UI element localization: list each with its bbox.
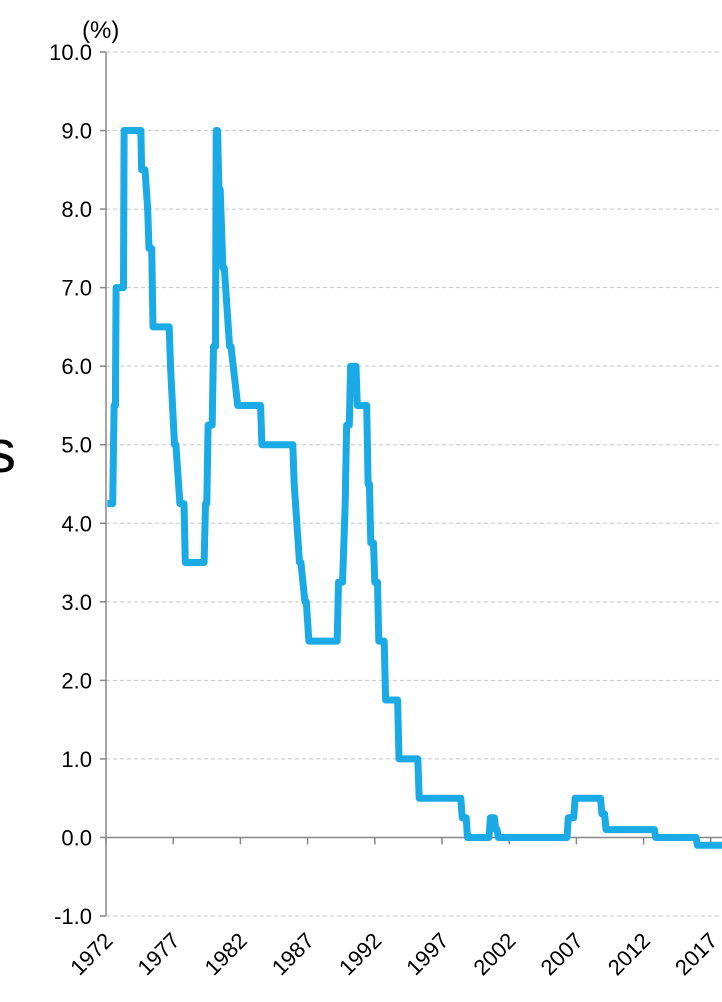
y-tick-label: 1.0	[61, 747, 92, 772]
axes	[100, 51, 722, 917]
x-tick-label: 2007	[536, 928, 588, 980]
y-tick-label: 2.0	[61, 668, 92, 693]
y-unit-label: (%)	[82, 17, 119, 44]
labels: -1.0 0.0 1.0 2.0 3.0 4.0 5.0 6.0 7.0 8.0 9.0 10.0 19…	[49, 40, 722, 980]
y-tick-label: 9.0	[61, 119, 92, 144]
y-tick-label: 7.0	[61, 276, 92, 301]
gridlines	[106, 51, 722, 917]
x-tick-label: 2012	[603, 928, 655, 980]
series-line-0	[107, 127, 722, 849]
y-tick-label: -1.0	[54, 904, 92, 929]
y-tick-label: 5.0	[61, 433, 92, 458]
y-tick-label: 4.0	[61, 511, 92, 536]
y-tick-label: 10.0	[49, 40, 92, 65]
x-tick-label: 1977	[132, 928, 184, 980]
y-tick-label: 0.0	[61, 825, 92, 850]
x-tick-label: 1992	[334, 928, 386, 980]
y-tick-label: 3.0	[61, 590, 92, 615]
x-tick-label: 2002	[468, 928, 520, 980]
y-tick-label: 6.0	[61, 354, 92, 379]
x-tick-label: 2017	[670, 928, 722, 980]
y-tick-label: 8.0	[61, 197, 92, 222]
series-layer	[107, 127, 722, 849]
x-tick-label: 1972	[65, 928, 117, 980]
side-text-fragment: s	[0, 418, 16, 485]
x-tick-label: 1987	[267, 928, 319, 980]
x-tick-label: 1982	[200, 928, 252, 980]
x-tick-label: 1997	[401, 928, 453, 980]
